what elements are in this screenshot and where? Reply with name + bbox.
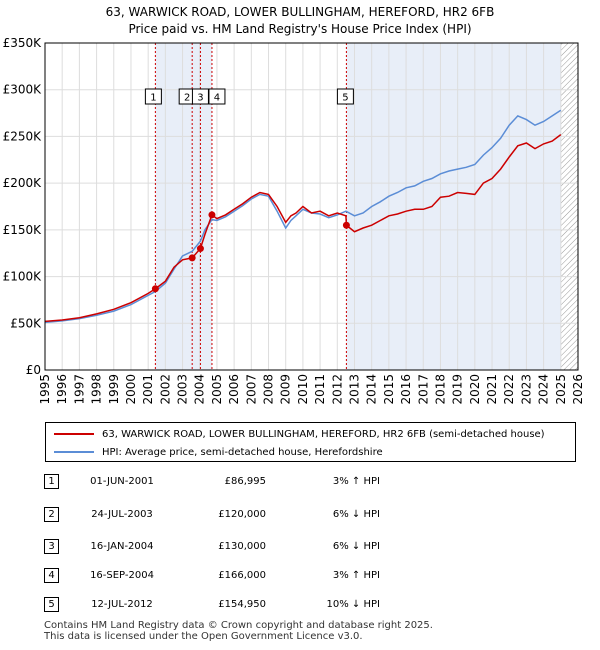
- sale-number-label: 1: [150, 93, 156, 104]
- x-tick-label: 2012: [330, 374, 344, 405]
- x-tick-label: 2002: [158, 374, 172, 405]
- x-tick-label: 2010: [296, 374, 310, 405]
- footer-line-1: Contains HM Land Registry data © Crown c…: [44, 620, 433, 631]
- x-tick-label: 2023: [519, 374, 533, 405]
- title-line-1: 63, WARWICK ROAD, LOWER BULLINGHAM, HERE…: [105, 5, 495, 19]
- x-tick-label: 1998: [90, 374, 104, 405]
- sale-number-label: 4: [214, 93, 220, 104]
- x-tick-label: 2000: [124, 374, 138, 405]
- sale-row: 5 12-JUL-2012 £154,950 10% ↓ HPI: [0, 593, 600, 615]
- sale-price: £86,995: [224, 476, 266, 487]
- sale-price: £154,950: [218, 599, 266, 610]
- y-tick-label: £350K: [3, 36, 43, 50]
- sale-number-badge: 3: [44, 539, 59, 554]
- sale-hpi-diff: 6% ↓ HPI: [332, 541, 380, 552]
- y-tick-label: £150K: [3, 223, 43, 237]
- sale-row: 2 24-JUL-2003 £120,000 6% ↓ HPI: [0, 503, 600, 525]
- sale-price: £120,000: [218, 509, 266, 520]
- sale-hpi-diff: 3% ↑ HPI: [332, 570, 380, 581]
- sale-date: 24-JUL-2003: [91, 509, 153, 520]
- legend-item-property: 63, WARWICK ROAD, LOWER BULLINGHAM, HERE…: [54, 426, 545, 442]
- price-chart: £0 £50K £100K £150K £200K £250K £300K £350K 1995…: [3, 36, 585, 405]
- x-tick-label: 1996: [55, 374, 69, 405]
- sale-number-box: [336, 88, 354, 105]
- x-tick-label: 2014: [365, 374, 379, 405]
- x-tick-label: 2013: [347, 374, 361, 405]
- x-tick-label: 2018: [433, 374, 447, 405]
- plot-border: [44, 42, 579, 371]
- sale-number-box: [144, 88, 162, 105]
- sale-row: 4 16-SEP-2004 £166,000 3% ↑ HPI: [0, 564, 600, 586]
- sale-number-label: 3: [197, 93, 203, 104]
- footer-line-2: This data is licensed under the Open Gov…: [44, 631, 363, 642]
- x-tick-label: 2005: [210, 374, 224, 405]
- hpi-line-swatch: [54, 451, 94, 453]
- property-series-line: [45, 134, 562, 323]
- title-line-2: Price paid vs. HM Land Registry's House …: [128, 22, 472, 36]
- sale-date: 01-JUN-2001: [90, 476, 154, 487]
- y-tick-label: £50K: [10, 316, 42, 330]
- sale-number-box: [208, 88, 226, 105]
- x-tick-label: 2020: [468, 374, 482, 405]
- x-tick-label: 2022: [502, 374, 516, 405]
- y-tick-label: £200K: [3, 176, 43, 190]
- sale-hpi-diff: 3% ↑ HPI: [332, 476, 380, 487]
- sale-point: [196, 245, 204, 253]
- sale-number-badge: 1: [44, 474, 59, 489]
- x-tick-label: 2019: [451, 374, 465, 405]
- x-tick-label: 2011: [313, 374, 327, 405]
- x-tick-label: 2004: [193, 374, 207, 405]
- y-tick-label: £250K: [3, 129, 43, 143]
- sale-row: 3 16-JAN-2004 £130,000 6% ↓ HPI: [0, 535, 600, 557]
- x-tick-label: 2024: [537, 374, 551, 405]
- legend-item-hpi: HPI: Average price, semi-detached house,…: [54, 444, 383, 460]
- legend-hpi-label: HPI: Average price, semi-detached house,…: [102, 446, 383, 458]
- x-tick-label: 2007: [244, 374, 258, 405]
- sale-number-badge: 2: [44, 507, 59, 522]
- sale-number-box: [191, 88, 209, 105]
- sale-point: [208, 211, 216, 219]
- sale-row: 1 01-JUN-2001 £86,995 3% ↑ HPI: [0, 470, 600, 492]
- shaded-ownership-range: [346, 43, 561, 370]
- x-tick-label: 2016: [399, 374, 413, 405]
- chart-title: 63, WARWICK ROAD, LOWER BULLINGHAM, HERE…: [0, 4, 600, 38]
- x-tick-label: 1995: [38, 374, 52, 405]
- x-tick-label: 2026: [571, 374, 585, 405]
- x-tick-label: 2009: [279, 374, 293, 405]
- footer-attribution: Contains HM Land Registry data © Crown c…: [44, 620, 433, 642]
- sale-point: [342, 221, 350, 229]
- sale-date: 12-JUL-2012: [91, 599, 153, 610]
- x-tick-label: 2017: [416, 374, 430, 405]
- x-tick-label: 2025: [554, 374, 568, 405]
- x-tick-label: 1999: [107, 374, 121, 405]
- x-tick-label: 2008: [262, 374, 276, 405]
- sale-hpi-diff: 6% ↓ HPI: [332, 509, 380, 520]
- x-tick-label: 2006: [227, 374, 241, 405]
- sale-date: 16-SEP-2004: [90, 570, 154, 581]
- sale-hpi-diff: 10% ↓ HPI: [326, 599, 380, 610]
- hatched-forecast-range: [560, 43, 578, 370]
- legend-property-label: 63, WARWICK ROAD, LOWER BULLINGHAM, HERE…: [102, 428, 545, 440]
- sale-number-badge: 5: [44, 597, 59, 612]
- x-tick-label: 2015: [382, 374, 396, 405]
- sale-point: [151, 285, 159, 293]
- y-tick-label: £100K: [3, 270, 43, 284]
- sale-number-label: 5: [342, 93, 348, 104]
- sale-point: [188, 254, 196, 262]
- x-tick-label: 2021: [485, 374, 499, 405]
- sale-number-label: 2: [184, 93, 190, 104]
- x-tick-label: 1997: [72, 374, 86, 405]
- sale-price: £130,000: [218, 541, 266, 552]
- legend: 63, WARWICK ROAD, LOWER BULLINGHAM, HERE…: [45, 422, 576, 462]
- y-tick-label: £300K: [3, 83, 43, 97]
- sale-date: 16-JAN-2004: [90, 541, 154, 552]
- sale-price: £166,000: [218, 570, 266, 581]
- sale-number-badge: 4: [44, 568, 59, 583]
- x-tick-label: 2001: [141, 374, 155, 405]
- property-line-swatch: [54, 433, 94, 435]
- y-tick-label: £0: [26, 363, 41, 377]
- x-tick-label: 2003: [176, 374, 190, 405]
